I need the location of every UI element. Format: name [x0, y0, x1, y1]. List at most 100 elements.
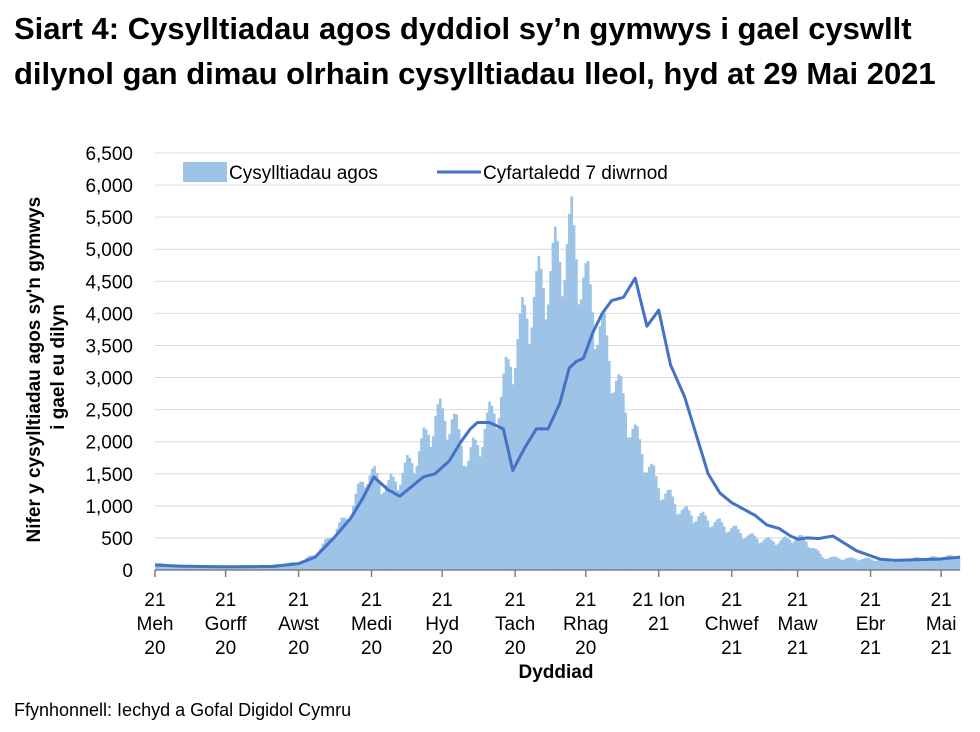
y-axis-title-line-2: i gael eu dilyn — [48, 304, 69, 430]
bar — [915, 556, 919, 570]
bar — [518, 313, 522, 570]
bar — [420, 438, 423, 570]
bar — [927, 557, 930, 570]
bar — [340, 517, 344, 570]
bar — [783, 536, 787, 570]
x-tick-label: 21 Ion 21 — [632, 590, 685, 635]
bar — [870, 559, 874, 570]
bar — [403, 462, 407, 570]
bar — [366, 484, 369, 570]
bar — [307, 556, 311, 570]
bar — [612, 392, 616, 570]
bar — [701, 511, 705, 570]
y-axis-tick-labels: 0 500 1,000 1,500 2,000 2,500 3,000 3,500 4,000 4… — [85, 144, 133, 582]
bar — [309, 555, 313, 570]
bar — [727, 531, 731, 570]
y-tick-label: 2,500 — [85, 401, 133, 422]
bar — [467, 460, 470, 570]
bar — [438, 398, 442, 570]
y-tick-label: 3,000 — [85, 369, 133, 390]
bar — [704, 515, 707, 570]
bar — [492, 413, 496, 570]
bar — [809, 548, 813, 570]
bar — [326, 538, 329, 570]
bar — [577, 304, 581, 570]
bar — [887, 560, 890, 570]
bar — [633, 424, 637, 570]
bar — [730, 528, 733, 570]
bar — [199, 566, 203, 570]
bar — [497, 418, 501, 570]
bar — [248, 566, 252, 570]
bar — [884, 559, 888, 570]
bar — [190, 565, 193, 570]
bar — [683, 507, 686, 570]
bar — [213, 566, 217, 570]
bar — [694, 521, 698, 570]
bar — [279, 564, 283, 570]
x-tick-label: 21 Ebr 21 — [856, 590, 886, 659]
bar — [281, 564, 285, 570]
bar — [563, 280, 567, 570]
bar — [868, 558, 872, 570]
bar — [598, 326, 602, 570]
bar — [847, 557, 850, 570]
bar — [450, 419, 454, 570]
bar — [826, 558, 829, 570]
bar — [389, 474, 393, 570]
x-tick-label: 21 Mai 21 — [926, 590, 957, 659]
bar — [347, 522, 351, 570]
bar — [579, 299, 583, 570]
bar — [680, 509, 684, 570]
bar — [596, 344, 599, 570]
bar — [401, 472, 405, 570]
bar — [424, 429, 428, 570]
bar — [746, 535, 750, 570]
bar — [629, 437, 632, 570]
bar — [732, 526, 735, 570]
bar — [920, 558, 923, 570]
bar — [685, 506, 689, 570]
bar — [352, 505, 355, 570]
bar — [725, 532, 728, 570]
bar — [776, 543, 780, 570]
x-tick-label: 21 Tach 20 — [495, 590, 535, 659]
bar — [866, 557, 869, 570]
bar — [312, 555, 315, 570]
bar — [187, 566, 191, 570]
y-tick-label: 3,500 — [85, 336, 133, 357]
x-axis-ticks — [154, 570, 942, 577]
bar — [396, 490, 400, 570]
bar — [816, 550, 820, 570]
bar — [786, 538, 789, 570]
bar — [908, 560, 912, 570]
bar — [711, 526, 714, 570]
bar — [476, 445, 480, 570]
bar — [436, 404, 440, 570]
bar — [823, 559, 827, 570]
bar — [474, 439, 477, 570]
bar — [331, 539, 334, 570]
bar — [441, 408, 444, 570]
y-tick-label: 500 — [101, 529, 133, 550]
bar — [551, 242, 555, 570]
bar — [162, 563, 165, 570]
bar — [485, 412, 489, 570]
bar — [354, 493, 358, 570]
bar — [636, 426, 639, 570]
bar — [708, 527, 712, 570]
bar — [488, 401, 491, 570]
bar — [490, 405, 494, 570]
bar — [516, 339, 520, 570]
bar — [206, 566, 210, 570]
bar — [955, 558, 958, 570]
bar — [434, 416, 437, 570]
bar — [291, 562, 294, 570]
bar — [945, 555, 949, 570]
bar — [298, 563, 301, 570]
bar — [591, 312, 595, 570]
bar — [647, 466, 651, 570]
bar — [835, 557, 839, 570]
bar — [514, 367, 517, 570]
bar — [624, 412, 628, 570]
